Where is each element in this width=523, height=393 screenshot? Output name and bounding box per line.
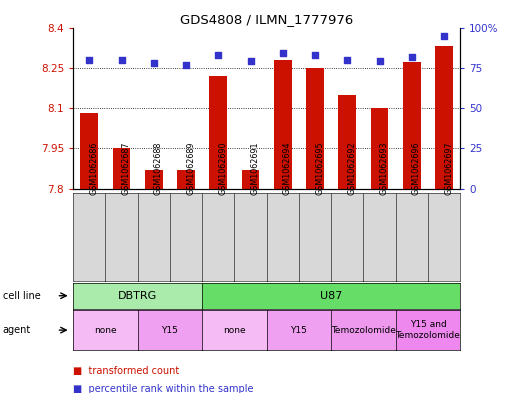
Bar [145,170,163,189]
Text: ■  percentile rank within the sample: ■ percentile rank within the sample [73,384,254,393]
Point [85,57,94,63]
Text: none: none [94,326,117,334]
Point [214,52,223,58]
Text: GSM1062692: GSM1062692 [347,141,356,195]
Text: Temozolomide: Temozolomide [331,326,396,334]
Point [279,50,287,57]
Text: GSM1062691: GSM1062691 [251,142,259,195]
Text: DBTRG: DBTRG [118,291,157,301]
Point [408,53,416,60]
Text: GSM1062686: GSM1062686 [89,142,98,195]
Text: none: none [223,326,246,334]
Bar [177,170,195,189]
Bar [306,68,324,189]
Bar [242,170,259,189]
Text: GSM1062694: GSM1062694 [283,142,292,195]
Bar [81,114,98,189]
Text: GSM1062696: GSM1062696 [412,142,421,195]
Point [440,32,448,39]
Text: agent: agent [3,325,31,335]
Text: Y15: Y15 [291,326,308,334]
Text: GSM1062695: GSM1062695 [315,141,324,195]
Point [343,57,351,63]
Bar [403,62,420,189]
Point [182,61,190,68]
Text: GSM1062687: GSM1062687 [121,142,131,195]
Text: U87: U87 [320,291,343,301]
Text: Y15 and
Temozolomide: Y15 and Temozolomide [395,320,460,340]
Text: cell line: cell line [3,291,40,301]
Point [246,58,255,64]
Bar [338,95,356,189]
Point [150,60,158,66]
Bar [274,60,292,189]
Title: GDS4808 / ILMN_1777976: GDS4808 / ILMN_1777976 [180,13,354,26]
Text: GSM1062690: GSM1062690 [219,142,228,195]
Bar [435,46,453,189]
Bar [371,108,389,189]
Bar [113,148,130,189]
Point [117,57,126,63]
Point [376,58,384,64]
Bar [210,76,227,189]
Text: GSM1062689: GSM1062689 [186,142,195,195]
Text: GSM1062688: GSM1062688 [154,142,163,195]
Text: GSM1062697: GSM1062697 [444,141,453,195]
Text: Y15: Y15 [162,326,178,334]
Point [311,52,319,58]
Text: GSM1062693: GSM1062693 [380,142,389,195]
Text: ■  transformed count: ■ transformed count [73,366,179,376]
